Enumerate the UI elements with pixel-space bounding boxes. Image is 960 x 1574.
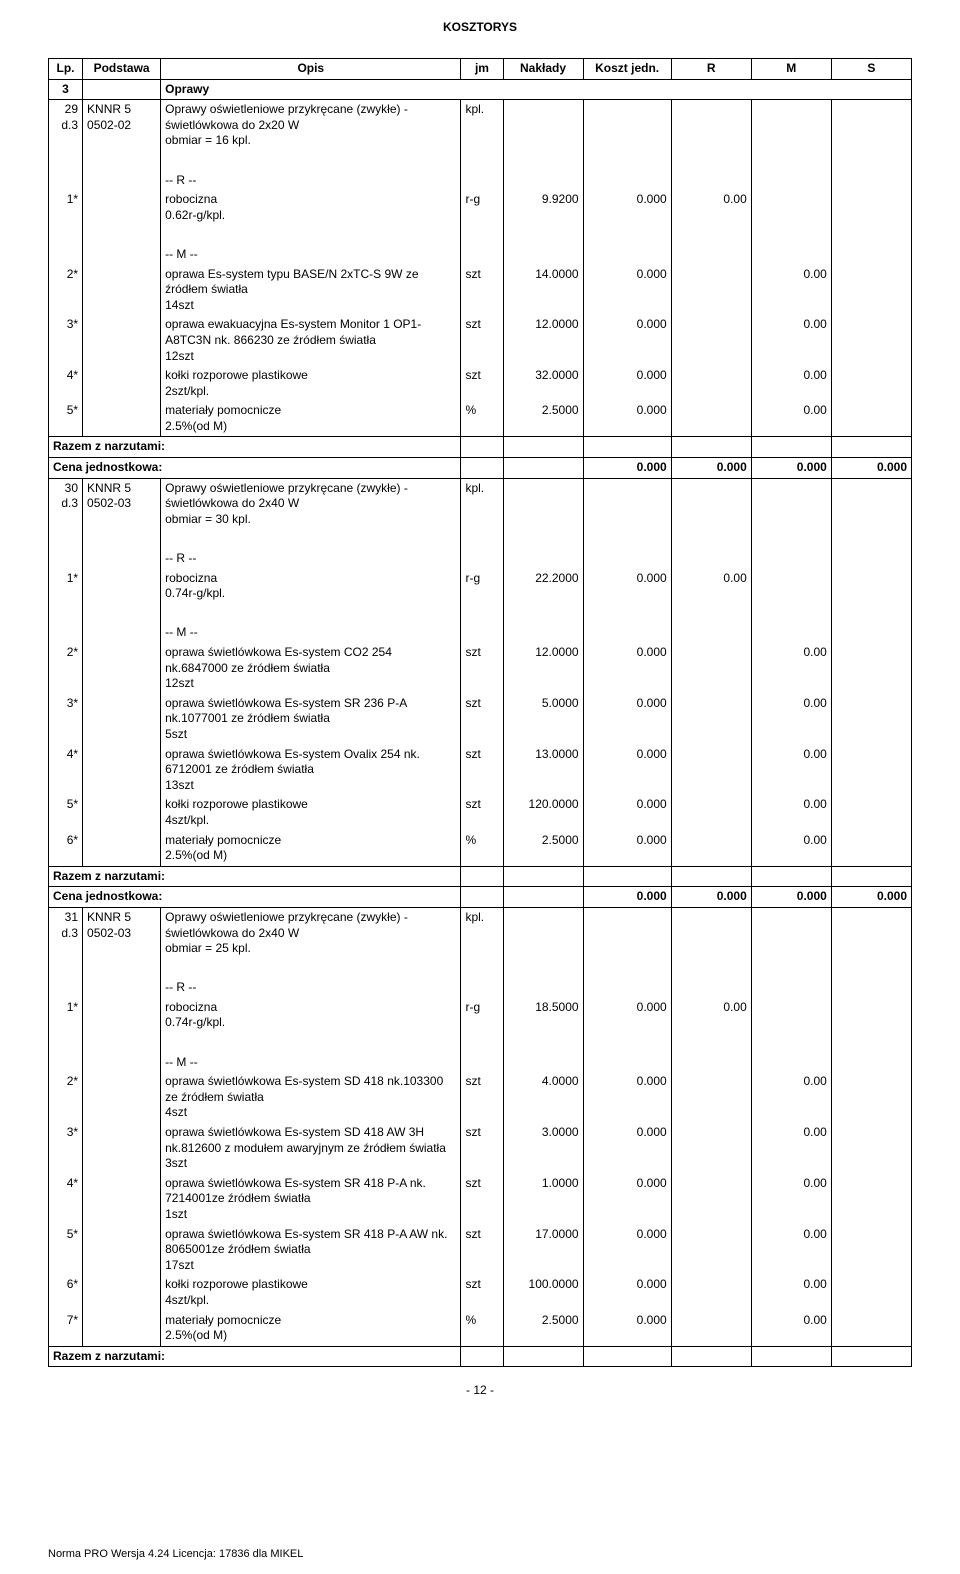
r-label-row: -- R --: [49, 978, 912, 998]
hdr-jm: jm: [461, 59, 503, 80]
hdr-kj: Koszt jedn.: [583, 59, 671, 80]
kosztorys-table: Lp. Podstawa Opis jm Nakłady Koszt jedn.…: [48, 58, 912, 1367]
cj-row: Cena jednostkowa: 0.000 0.000 0.000 0.00…: [49, 458, 912, 479]
rzn-row: Razem z narzutami:: [49, 866, 912, 887]
table-header-row: Lp. Podstawa Opis jm Nakłady Koszt jedn.…: [49, 59, 912, 80]
m-label-row: -- M --: [49, 1053, 912, 1073]
item-30-head: 30d.3 KNNR 50502-03 Oprawy oświetleniowe…: [49, 478, 912, 529]
hdr-m: M: [751, 59, 831, 80]
gap-row: [49, 1033, 912, 1053]
table-row: 6* materiały pomocnicze 2.5%(od M) % 2.5…: [49, 831, 912, 867]
item-31-head: 31d.3 KNNR 50502-03 Oprawy oświetleniowe…: [49, 907, 912, 958]
row-opis: robocizna 0.62r-g/kpl.: [161, 190, 461, 225]
cj-s: 0.000: [831, 458, 911, 479]
hdr-lp: Lp.: [49, 59, 83, 80]
page-number: - 12 -: [48, 1383, 912, 1397]
table-row: 4* oprawa świetlówkowa Es-system SR 418 …: [49, 1174, 912, 1225]
m-label-row: -- M --: [49, 245, 912, 265]
item-jm: kpl.: [461, 100, 503, 151]
cj-label: Cena jednostkowa:: [53, 460, 162, 474]
row-lp: 1*: [49, 190, 83, 225]
hdr-s: S: [831, 59, 911, 80]
rzn-row: Razem z narzutami:: [49, 437, 912, 458]
section-opis: Oprawy: [161, 79, 912, 100]
section-row: 3 Oprawy: [49, 79, 912, 100]
table-row: 3* oprawa ewakuacyjna Es-system Monitor …: [49, 315, 912, 366]
r-label-row: -- R --: [49, 549, 912, 569]
hdr-opis: Opis: [161, 59, 461, 80]
item-lp: 29: [65, 102, 78, 116]
m-label: -- M --: [161, 245, 461, 265]
cj-r: 0.000: [671, 458, 751, 479]
doc-title: KOSZTORYS: [48, 20, 912, 34]
item-sub: d.3: [61, 118, 78, 132]
table-row: 7* materiały pomocnicze 2.5%(od M) % 2.5…: [49, 1311, 912, 1347]
footer-note: Norma PRO Wersja 4.24 Licencja: 17836 dl…: [48, 1548, 303, 1560]
r-label: -- R --: [161, 171, 461, 191]
hdr-pod: Podstawa: [83, 59, 161, 80]
section-pod: [83, 79, 161, 100]
item-opis: Oprawy oświetleniowe przykręcane (zwykłe…: [161, 100, 461, 151]
item-pod2: 0502-02: [87, 118, 131, 132]
gap-row: [49, 959, 912, 979]
table-row: 6* kołki rozporowe plastikowe 4szt/kpl. …: [49, 1275, 912, 1310]
table-row: 1* robocizna 0.62r-g/kpl. r-g 9.9200 0.0…: [49, 190, 912, 225]
rzn-row: Razem z narzutami:: [49, 1346, 912, 1367]
gap-row: [49, 151, 912, 171]
table-row: 3* oprawa świetlówkowa Es-system SR 236 …: [49, 694, 912, 745]
table-row: 1* robocizna 0.74r-g/kpl. r-g 22.2000 0.…: [49, 569, 912, 604]
gap-row: [49, 225, 912, 245]
row-jm: r-g: [461, 190, 503, 225]
section-lp: 3: [49, 79, 83, 100]
gap-row: [49, 529, 912, 549]
cj-m: 0.000: [751, 458, 831, 479]
cj-row: Cena jednostkowa: 0.000 0.000 0.000 0.00…: [49, 887, 912, 908]
r-label-row: -- R --: [49, 171, 912, 191]
table-row: 5* oprawa świetlówkowa Es-system SR 418 …: [49, 1225, 912, 1276]
table-row: 2* oprawa świetlówkowa Es-system CO2 254…: [49, 643, 912, 694]
m-label-row: -- M --: [49, 623, 912, 643]
row-kj: 0.000: [583, 190, 671, 225]
item-29-head: 29 d.3 KNNR 5 0502-02 Oprawy oświetleniowe…: [49, 100, 912, 151]
table-row: 1* robocizna 0.74r-g/kpl. r-g 18.5000 0.…: [49, 998, 912, 1033]
table-row: 4* oprawa świetlówkowa Es-system Ovalix …: [49, 745, 912, 796]
row-r: 0.00: [671, 190, 751, 225]
gap-row: [49, 604, 912, 624]
table-row: 2* oprawa Es-system typu BASE/N 2xTC-S 9…: [49, 265, 912, 316]
table-row: 3* oprawa świetlówkowa Es-system SD 418 …: [49, 1123, 912, 1174]
row-nak: 9.9200: [503, 190, 583, 225]
table-row: 5* kołki rozporowe plastikowe 4szt/kpl. …: [49, 795, 912, 830]
hdr-nak: Nakłady: [503, 59, 583, 80]
hdr-r: R: [671, 59, 751, 80]
page: KOSZTORYS Lp. Podstawa Opis jm Nakłady K…: [0, 0, 960, 1574]
rzn-label: Razem z narzutami:: [49, 437, 461, 458]
cj-val: 0.000: [583, 458, 671, 479]
table-row: 2* oprawa świetlówkowa Es-system SD 418 …: [49, 1072, 912, 1123]
table-row: 4* kołki rozporowe plastikowe 2szt/kpl. …: [49, 366, 912, 401]
item-pod1: KNNR 5: [87, 102, 131, 116]
table-row: 5* materiały pomocnicze 2.5%(od M) % 2.5…: [49, 401, 912, 437]
